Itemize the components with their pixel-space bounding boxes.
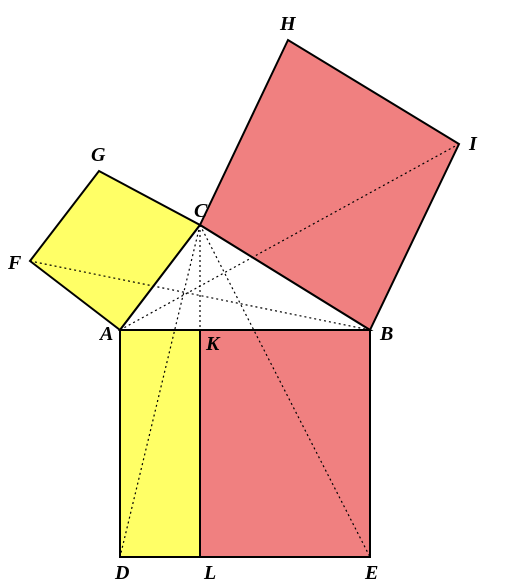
pythagoras-diagram: A B C D E F G H I K L — [0, 0, 510, 584]
label-H: H — [279, 13, 297, 35]
label-F: F — [7, 252, 22, 274]
label-C: C — [194, 200, 208, 222]
label-G: G — [91, 144, 106, 166]
label-E: E — [364, 562, 378, 584]
label-A: A — [98, 323, 113, 345]
rect-KBEL — [200, 330, 370, 557]
label-I: I — [468, 133, 478, 155]
label-L: L — [203, 562, 216, 584]
label-K: K — [205, 333, 221, 355]
rect-AKLD — [120, 330, 200, 557]
label-B: B — [379, 323, 393, 345]
label-D: D — [114, 562, 129, 584]
